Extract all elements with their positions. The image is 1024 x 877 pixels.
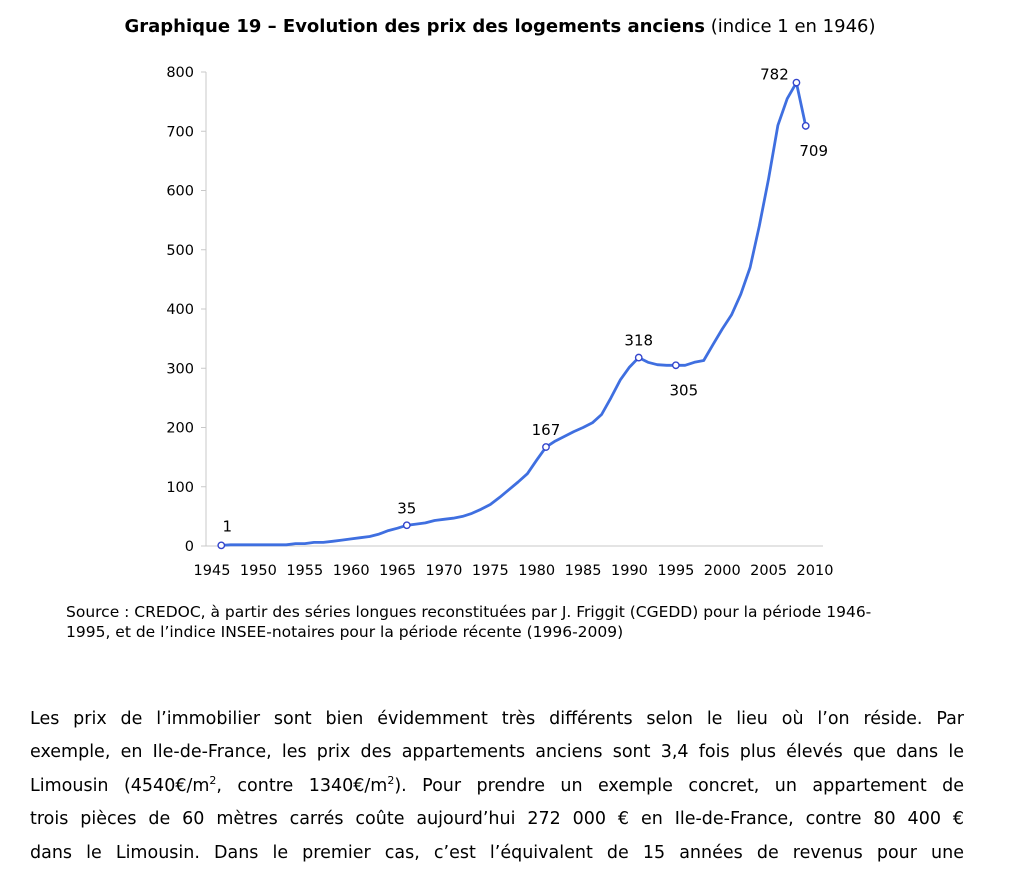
source-line-1: Source : CREDOC, à partir des séries lon… (66, 603, 872, 621)
y-tick-label: 600 (166, 184, 194, 200)
y-tick-label: 800 (166, 65, 194, 81)
data-point-marker (542, 443, 550, 451)
paragraph-text: , contre 1340€/m (216, 775, 388, 796)
chart-title-bold: Graphique 19 – Evolution des prix des lo… (124, 16, 705, 37)
x-tick-label: 1960 (333, 563, 370, 579)
x-tick-label: 2005 (750, 563, 787, 579)
chart-title-note: (indice 1 en 1946) (710, 16, 876, 37)
superscript: 2 (387, 773, 395, 787)
y-tick-label: 100 (166, 480, 194, 496)
x-tick-label: 1945 (194, 563, 231, 579)
paragraph-line: Limousin (4540€/m2, contre 1340€/m2). Po… (30, 770, 964, 803)
paragraph-text: ). Pour prendre un exemple concret, un a… (394, 775, 964, 796)
data-label: 167 (532, 421, 561, 439)
data-label: 305 (670, 381, 699, 399)
x-tick-label: 1955 (286, 563, 323, 579)
x-tick-label: 2010 (797, 563, 834, 579)
data-label: 709 (799, 142, 828, 160)
source-line-2: 1995, et de l’indice INSEE-notaires pour… (66, 623, 624, 641)
y-tick-label: 300 (166, 361, 194, 377)
data-label: 318 (624, 332, 653, 350)
line-chart: 0 100 200 300 400 500 600 700 800 1945 1950 1955 196… (166, 65, 834, 579)
data-point-marker (634, 353, 643, 362)
y-tick-label: 200 (166, 421, 194, 437)
x-tick-label: 1980 (518, 563, 555, 579)
data-label: 35 (397, 499, 416, 517)
x-tick-label: 1950 (240, 563, 277, 579)
y-tick-label: 400 (166, 302, 194, 318)
data-point-marker (671, 361, 680, 370)
y-tick-label: 700 (166, 124, 194, 140)
source-note: Source : CREDOC, à partir des séries lon… (66, 602, 966, 642)
series-line (219, 81, 808, 547)
data-point-marker (801, 122, 810, 130)
paragraph-line: trois pièces de 60 mètres carrés coûte a… (30, 809, 964, 830)
chart-title: Graphique 19 – Evolution des prix des lo… (0, 16, 1000, 37)
paragraph-line: exemple, en Ile-de-France, les prix des … (30, 742, 964, 763)
x-tick-label: 1985 (565, 563, 602, 579)
paragraph-text: Limousin (4540€/m (30, 775, 210, 796)
data-point-marker (402, 521, 411, 530)
data-label: 1 (223, 517, 233, 535)
data-label: 782 (760, 66, 789, 84)
x-tick-label: 1965 (379, 563, 416, 579)
paragraph-line: Les prix de l’immobilier sont bien évide… (30, 709, 964, 729)
x-tick-label: 1970 (425, 563, 462, 579)
paragraph-line: dans le Limousin. Dans le premier cas, c… (30, 842, 964, 863)
x-tick-label: 2000 (704, 563, 741, 579)
y-tick-label: 500 (166, 243, 194, 259)
x-tick-label: 1990 (611, 563, 648, 579)
data-point-marker (792, 78, 801, 87)
x-tick-label: 1995 (657, 563, 694, 579)
body-paragraph: Les prix de l’immobilier sont bien évide… (30, 703, 964, 870)
x-tick-label: 1975 (472, 563, 509, 579)
y-tick-label: 0 (185, 539, 194, 555)
superscript: 2 (209, 773, 217, 787)
data-point-marker (217, 541, 226, 550)
